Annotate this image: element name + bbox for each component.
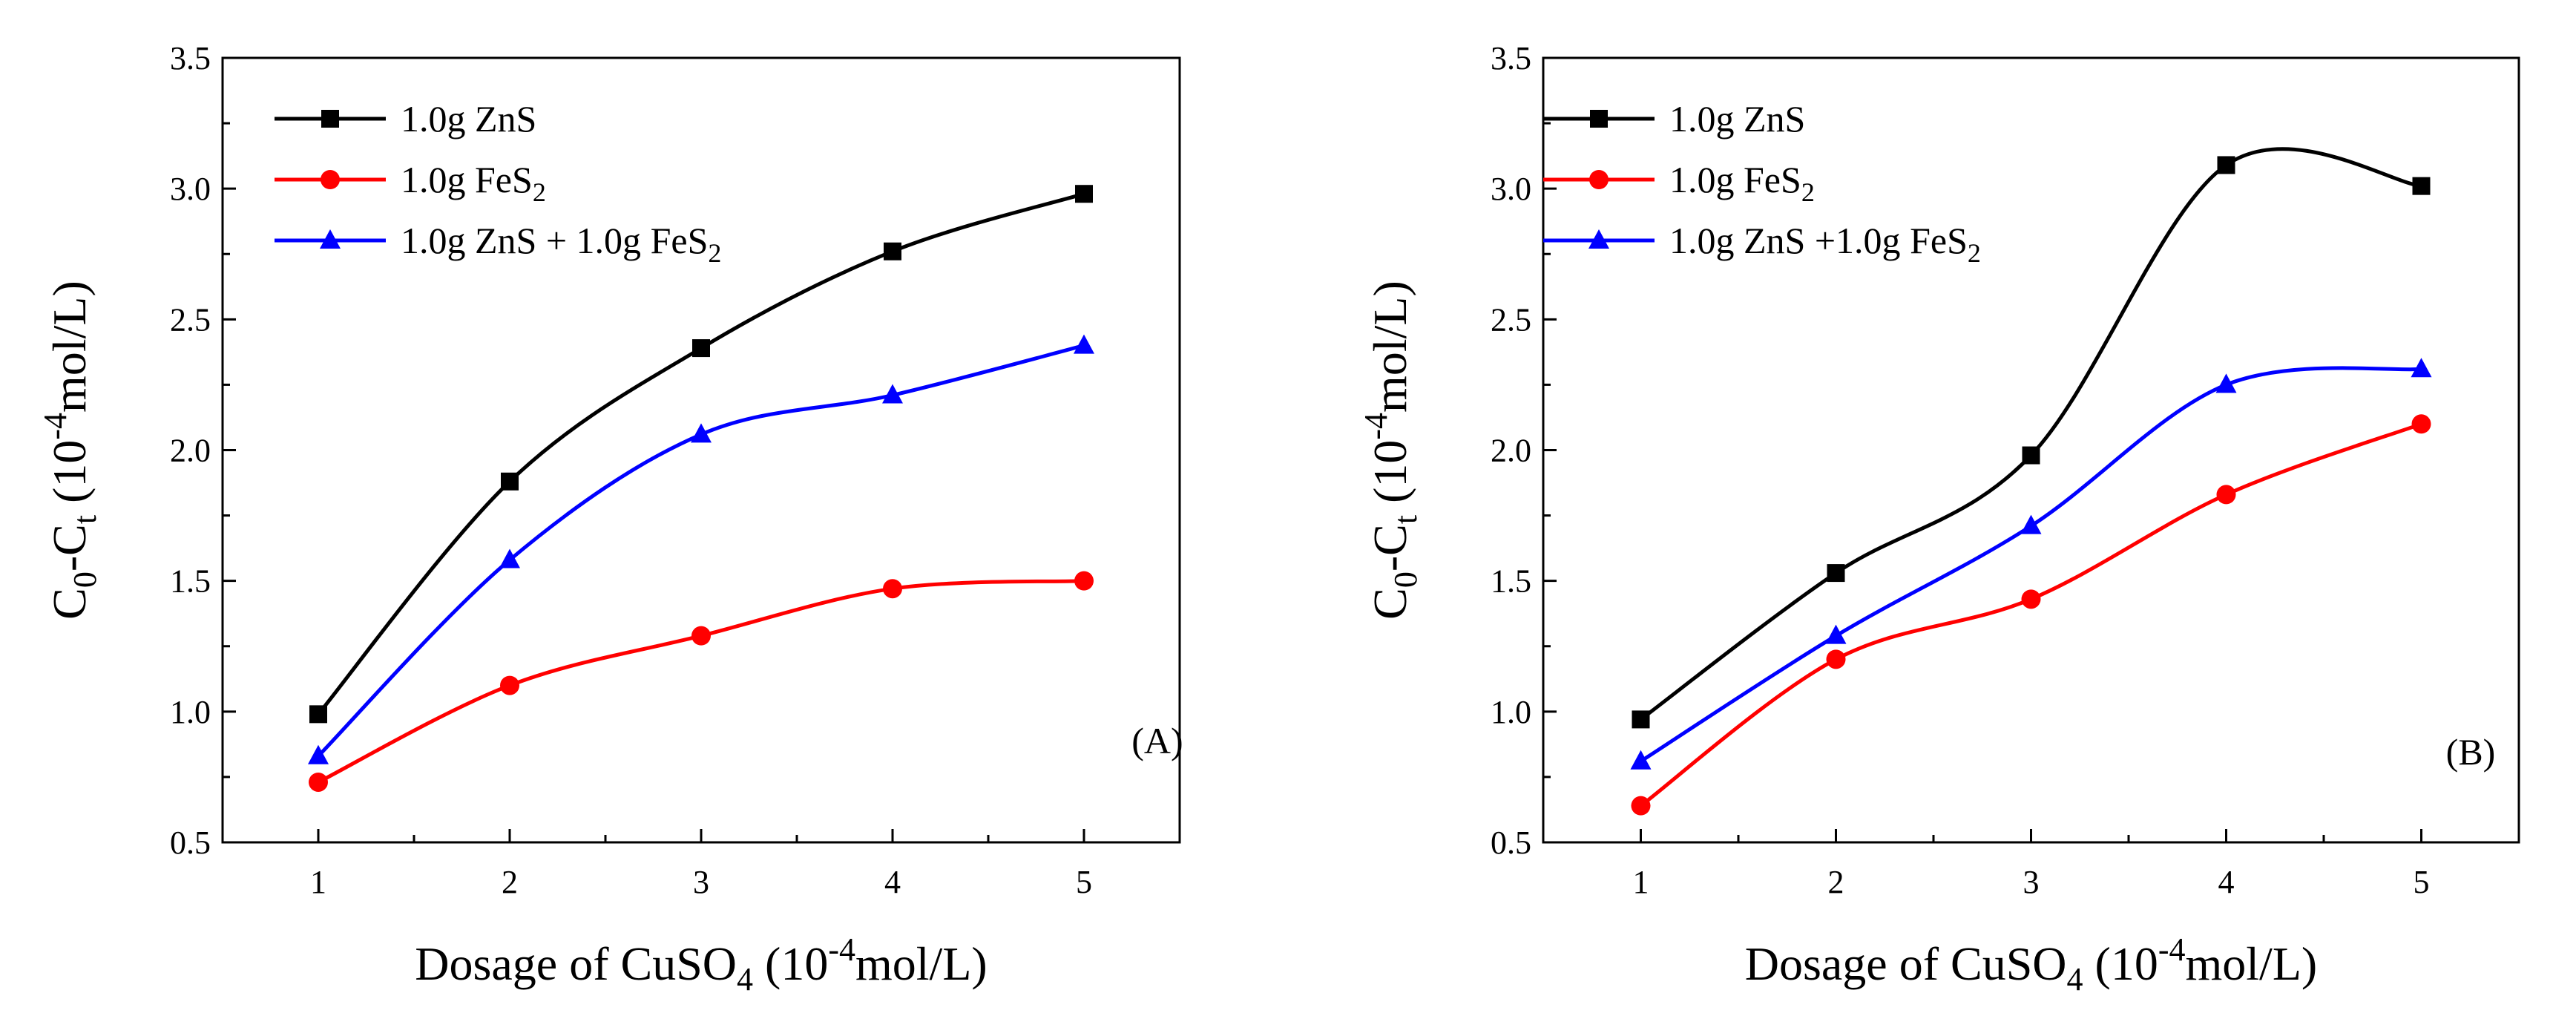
data-point	[1075, 185, 1093, 203]
series-line	[1639, 147, 2422, 721]
series-line	[1639, 422, 2422, 807]
data-point	[309, 705, 327, 724]
data-point	[1826, 649, 1846, 669]
panel-label: (A)	[1131, 720, 1183, 761]
legend-item: 1.0g ZnS +1.0g FeS2	[1543, 220, 1981, 268]
y-tick-label: 3.5	[1491, 40, 1531, 76]
legend-item: 1.0g ZnS	[275, 98, 536, 140]
series-line	[317, 579, 1085, 784]
data-point	[2217, 156, 2235, 174]
data-point	[1074, 571, 1094, 591]
panel-label: (B)	[2446, 731, 2496, 773]
y-tick-label: 3.5	[170, 40, 211, 76]
data-point	[1825, 624, 1847, 644]
series-line	[317, 344, 1085, 758]
legend-item: 1.0g ZnS + 1.0g FeS2	[275, 220, 721, 268]
y-tick-label: 2.0	[170, 433, 211, 469]
x-tick-label: 4	[2218, 864, 2235, 900]
y-tick-label: 2.5	[170, 301, 211, 338]
data-point	[2021, 589, 2041, 609]
x-tick-label: 3	[693, 864, 709, 900]
series-2	[309, 571, 1094, 792]
data-point	[500, 675, 519, 695]
data-point	[1630, 750, 1652, 770]
data-point	[309, 772, 328, 792]
plot-frame	[221, 56, 1181, 844]
data-point	[1074, 334, 1094, 354]
y-tick-label: 3.0	[170, 171, 211, 207]
data-point	[691, 626, 711, 646]
legend-label: 1.0g ZnS	[401, 98, 536, 140]
legend-marker	[320, 229, 341, 249]
legend-item: 1.0g FeS2	[1543, 159, 1815, 207]
x-tick-label: 4	[884, 864, 901, 900]
legend-label: 1.0g ZnS	[1669, 98, 1805, 140]
series-1	[1632, 147, 2431, 729]
data-point	[2020, 514, 2042, 534]
data-point	[499, 548, 520, 568]
legend-marker	[1589, 170, 1609, 189]
data-point	[308, 744, 329, 764]
panel-b: 0.5 1.0 1.5 2.0 2.5 3.0 3.5 1 2 3 4 5 Dosage of CuSO…	[1358, 40, 2520, 997]
series-2	[1631, 414, 2431, 816]
legend-marker	[321, 170, 340, 189]
data-point	[2022, 446, 2040, 465]
legend: 1.0g ZnS 1.0g FeS2 1.0g ZnS + 1.0g FeS2	[275, 98, 721, 268]
legend-marker	[1590, 110, 1608, 128]
data-point	[2411, 358, 2432, 378]
y-tick-label: 1.0	[170, 694, 211, 730]
legend-item: 1.0g ZnS	[1543, 98, 1805, 140]
data-point	[692, 339, 710, 358]
data-point	[2216, 485, 2236, 505]
y-tick-label: 3.0	[1491, 171, 1531, 207]
legend-label: 1.0g ZnS +1.0g FeS2	[1669, 220, 1981, 268]
y-tick-label: 1.0	[1491, 694, 1531, 730]
legend-label: 1.0g ZnS + 1.0g FeS2	[401, 220, 721, 268]
data-point	[501, 472, 519, 491]
y-tick-label: 2.5	[1491, 301, 1531, 338]
y-axis-title: C0-Ct (10-4mol/L)	[37, 281, 103, 620]
series-3	[308, 334, 1094, 764]
x-tick-label: 1	[1633, 864, 1649, 900]
data-point	[884, 242, 901, 260]
legend-item: 1.0g FeS2	[275, 159, 546, 207]
x-tick-label: 5	[2414, 864, 2430, 900]
y-tick-label: 0.5	[1491, 825, 1531, 861]
data-point	[2412, 177, 2431, 195]
series-1	[309, 185, 1093, 724]
y-axis-title: C0-Ct (10-4mol/L)	[1358, 281, 1424, 620]
x-axis-title: Dosage of CuSO4 (10-4mol/L)	[415, 931, 987, 997]
legend-label: 1.0g FeS2	[401, 159, 546, 207]
data-point	[882, 384, 903, 404]
data-point	[1631, 796, 1651, 816]
series-line	[1640, 366, 2422, 763]
y-tick-label: 2.0	[1491, 433, 1531, 469]
x-tick-label: 1	[310, 864, 326, 900]
panel-a: 0.5 1.0 1.5 2.0 2.5 3.0 3.5 1 2 3 4 5 Dosage of CuSO…	[37, 40, 1183, 997]
y-tick-label: 1.5	[1491, 563, 1531, 600]
legend-marker	[1588, 229, 1609, 249]
x-tick-label: 5	[1076, 864, 1092, 900]
x-axis-title: Dosage of CuSO4 (10-4mol/L)	[1745, 931, 2317, 997]
data-point	[691, 423, 712, 443]
data-point	[1632, 710, 1650, 729]
legend-label: 1.0g FeS2	[1669, 159, 1815, 207]
y-tick-label: 0.5	[170, 825, 211, 861]
data-point	[2411, 414, 2431, 434]
legend: 1.0g ZnS 1.0g FeS2 1.0g ZnS +1.0g FeS2	[1543, 98, 1981, 268]
data-point	[883, 579, 902, 599]
legend-marker	[321, 110, 339, 128]
series-3	[1630, 358, 2432, 770]
x-tick-label: 2	[1828, 864, 1844, 900]
x-tick-label: 3	[2023, 864, 2040, 900]
x-tick-label: 2	[502, 864, 518, 900]
series-line	[317, 191, 1085, 715]
y-tick-label: 1.5	[170, 563, 211, 600]
data-point	[1827, 564, 1845, 583]
data-point	[2215, 373, 2237, 393]
